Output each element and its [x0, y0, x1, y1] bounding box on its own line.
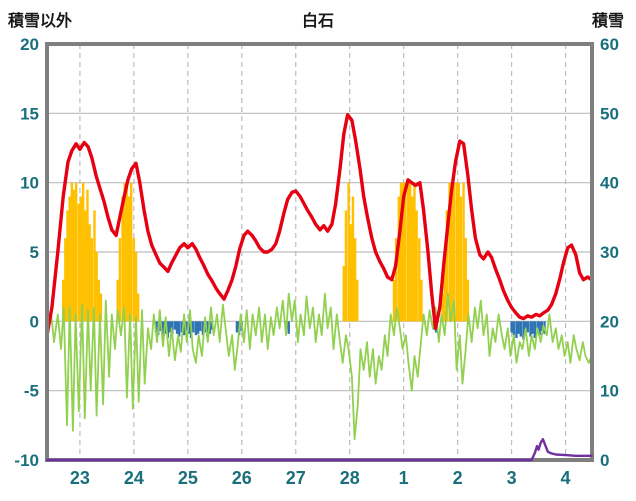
svg-text:1: 1 — [399, 468, 409, 488]
svg-text:23: 23 — [70, 468, 90, 488]
svg-text:50: 50 — [600, 104, 619, 123]
svg-text:28: 28 — [340, 468, 360, 488]
svg-text:3: 3 — [507, 468, 517, 488]
svg-text:25: 25 — [178, 468, 198, 488]
svg-text:20: 20 — [600, 312, 619, 331]
chart-title: 白石 — [301, 13, 334, 30]
svg-text:20: 20 — [20, 35, 39, 54]
svg-text:0: 0 — [30, 312, 39, 331]
svg-text:26: 26 — [232, 468, 252, 488]
svg-text:5: 5 — [30, 243, 39, 262]
svg-text:4: 4 — [561, 468, 571, 488]
svg-text:30: 30 — [600, 243, 619, 262]
svg-text:60: 60 — [600, 35, 619, 54]
svg-text:-5: -5 — [24, 382, 39, 401]
svg-text:10: 10 — [20, 174, 39, 193]
svg-text:2: 2 — [453, 468, 463, 488]
right-axis-title: 積雪 — [591, 13, 624, 30]
svg-text:10: 10 — [600, 382, 619, 401]
svg-text:27: 27 — [286, 468, 306, 488]
svg-text:15: 15 — [20, 104, 39, 123]
svg-text:24: 24 — [124, 468, 144, 488]
svg-text:-10: -10 — [14, 451, 39, 470]
left-axis-title: 積雪以外 — [8, 13, 73, 30]
svg-text:40: 40 — [600, 174, 619, 193]
svg-text:0: 0 — [600, 451, 609, 470]
